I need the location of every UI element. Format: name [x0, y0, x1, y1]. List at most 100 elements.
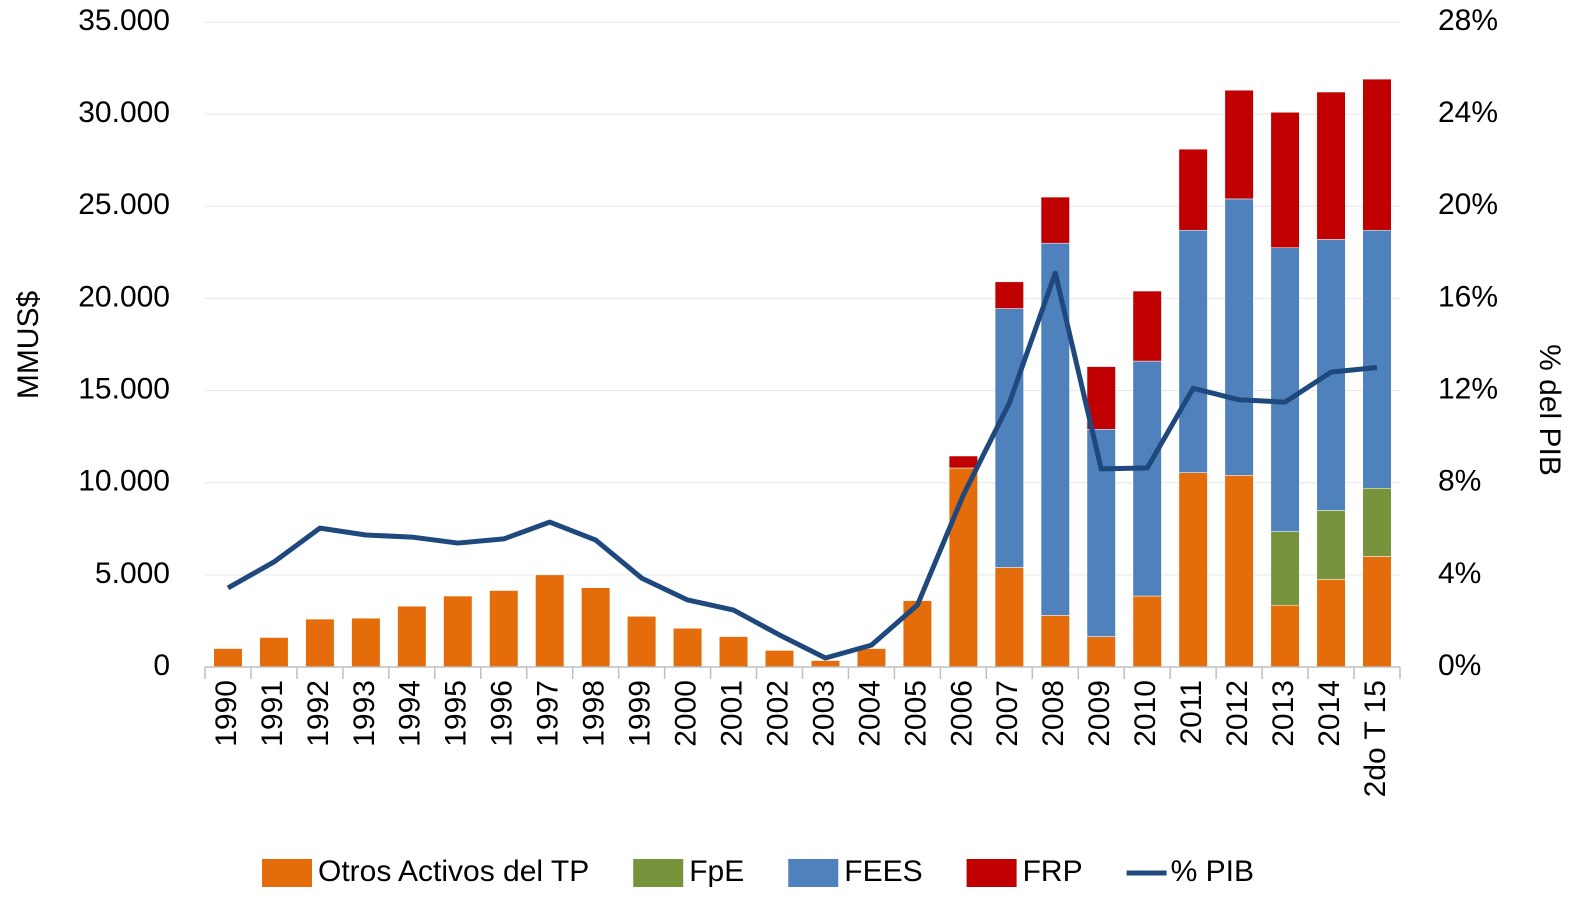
legend-label: FpE	[689, 855, 744, 888]
x-tick-label: 2011	[1175, 680, 1208, 745]
bar-segment	[1316, 91, 1346, 240]
x-tick-label: 2do T 15	[1359, 680, 1392, 797]
bar-segment	[1132, 595, 1162, 668]
y2-tick-label: 16%	[1438, 280, 1498, 313]
y2-tick-label: 12%	[1438, 372, 1498, 405]
bar-segment	[1040, 615, 1070, 668]
bar-segment	[765, 650, 795, 668]
x-tick-label: 1993	[348, 680, 381, 747]
bar-segment	[1178, 472, 1208, 668]
bar-segment	[351, 617, 381, 668]
bar-segment	[1362, 229, 1392, 489]
x-tick-label: 2013	[1267, 680, 1300, 747]
y2-tick-label: 0%	[1438, 649, 1481, 682]
bar-segment	[1224, 89, 1254, 200]
bar-segment	[305, 618, 335, 668]
bar-segment	[994, 281, 1024, 309]
legend-label: % PIB	[1171, 855, 1254, 888]
bar-segment	[994, 308, 1024, 568]
bar-segment	[213, 648, 243, 668]
bar-segment	[1178, 229, 1208, 473]
x-tick-label: 2006	[945, 680, 978, 747]
x-tick-label: 2003	[807, 680, 840, 747]
x-tick-label: 2012	[1221, 680, 1254, 747]
bar-segment	[1316, 510, 1346, 580]
y2-tick-label: 28%	[1438, 4, 1498, 37]
x-tick-label: 2004	[853, 680, 886, 747]
y-tick-label: 15.000	[78, 372, 170, 405]
x-tick-label: 1990	[210, 680, 243, 747]
y-tick-label: 35.000	[78, 4, 170, 37]
x-tick-label: 2005	[899, 680, 932, 747]
legend-swatch	[788, 859, 839, 887]
bar-segment	[810, 660, 840, 668]
x-tick-label: 1995	[440, 680, 473, 747]
x-tick-label: 2010	[1129, 680, 1162, 747]
x-tick-label: 1999	[624, 680, 657, 747]
bar-segment	[397, 605, 427, 668]
legend-swatch	[262, 859, 312, 887]
bar-segment	[1040, 196, 1070, 244]
bar-segment	[1316, 579, 1346, 668]
legend-swatch	[633, 859, 684, 887]
x-tick-label: 2001	[715, 680, 748, 747]
y2-tick-label: 8%	[1438, 465, 1481, 498]
x-tick-label: 2008	[1037, 680, 1070, 747]
bar-segment	[902, 600, 932, 668]
y-tick-label: 25.000	[78, 188, 170, 221]
x-tick-label: 1994	[394, 680, 427, 747]
bar-segment	[1224, 475, 1254, 668]
bar-segment	[856, 648, 886, 668]
bar-segment	[1270, 605, 1300, 668]
bar-segment	[948, 455, 978, 469]
y2-axis-label: % del PIB	[1533, 344, 1566, 476]
x-tick-label: 2000	[670, 680, 703, 747]
bar-segment	[1178, 148, 1208, 231]
bar-segment	[1224, 198, 1254, 476]
y2-tick-label: 4%	[1438, 557, 1481, 590]
bar-segment	[581, 587, 611, 668]
bar-segment	[443, 595, 473, 668]
bar-segment	[1270, 531, 1300, 606]
bar-segment	[1362, 487, 1392, 557]
y2-tick-label: 20%	[1438, 188, 1498, 221]
y-tick-label: 5.000	[95, 557, 170, 590]
x-tick-label: 2007	[991, 680, 1024, 747]
x-tick-label: 1992	[302, 680, 335, 747]
y-tick-label: 0	[153, 649, 170, 682]
bar-segment	[719, 636, 749, 668]
bar-segment	[1270, 112, 1300, 248]
bar-segment	[259, 637, 289, 668]
x-tick-label: 1991	[256, 680, 289, 747]
y-tick-label: 30.000	[78, 96, 170, 129]
bar-segment	[1270, 247, 1300, 532]
bar-segment	[535, 574, 565, 668]
legend: Otros Activos del TP FpE FEES FRP % PIB	[262, 855, 1254, 888]
bar-segment	[489, 590, 519, 668]
x-tick-label: 2009	[1083, 680, 1116, 747]
x-tick-label: 2014	[1313, 680, 1346, 747]
bar-segment	[627, 616, 657, 668]
legend-label: FRP	[1023, 855, 1083, 888]
bar-segment	[1362, 78, 1392, 231]
bar-segment	[1362, 556, 1392, 668]
y-tick-label: 20.000	[78, 280, 170, 313]
y-tick-label: 10.000	[78, 465, 170, 498]
x-tick-label: 1996	[486, 680, 519, 747]
bar-segment	[1132, 290, 1162, 362]
x-tick-label: 2002	[761, 680, 794, 747]
x-tick-label: 1997	[532, 680, 565, 747]
bar-segment	[1132, 360, 1162, 597]
bar-segment	[1086, 636, 1116, 668]
y-axis-label: MMUS$	[12, 291, 45, 400]
bar-segment	[673, 628, 703, 668]
line-series	[226, 270, 1378, 661]
legend-label: Otros Activos del TP	[318, 855, 589, 888]
bar-segment	[994, 567, 1024, 668]
legend-label: FEES	[844, 855, 922, 888]
bar-segment	[1086, 429, 1116, 637]
y2-tick-label: 24%	[1438, 96, 1498, 129]
legend-swatch	[966, 859, 1017, 887]
x-tick-label: 1998	[578, 680, 611, 747]
